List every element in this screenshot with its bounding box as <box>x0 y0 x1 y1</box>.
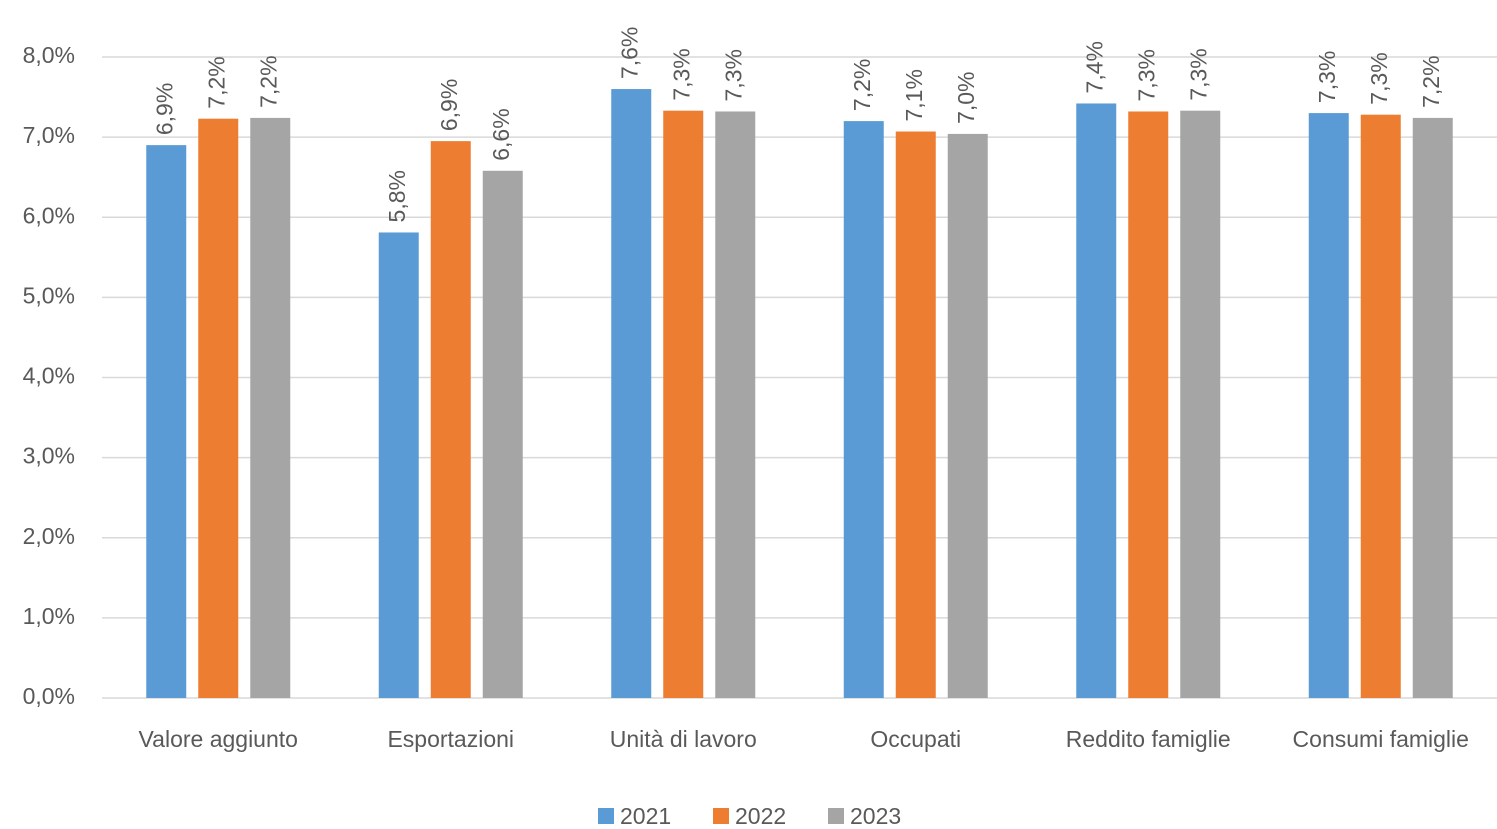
y-tick-label: 5,0% <box>23 282 75 308</box>
data-label: 7,3% <box>1366 52 1392 104</box>
bar <box>430 141 471 699</box>
bar <box>947 133 988 699</box>
data-label: 7,0% <box>953 71 979 123</box>
x-tick-label: Unità di lavoro <box>610 726 757 752</box>
data-label: 6,6% <box>488 108 514 160</box>
x-tick-label: Reddito famiglie <box>1066 726 1231 752</box>
data-label: 7,3% <box>668 48 694 100</box>
x-tick-label: Consumi famiglie <box>1293 726 1469 752</box>
y-tick-label: 7,0% <box>23 122 75 148</box>
data-label: 7,3% <box>720 49 746 101</box>
data-label: 7,2% <box>849 59 875 111</box>
bar <box>715 111 756 699</box>
bar <box>611 89 652 699</box>
x-tick-label: Esportazioni <box>387 726 514 752</box>
data-label: 6,9% <box>436 79 462 131</box>
data-label: 5,8% <box>384 170 410 222</box>
legend-swatch <box>828 808 844 824</box>
data-label: 7,3% <box>1314 51 1340 103</box>
legend-label: 2021 <box>620 803 671 829</box>
data-label: 7,4% <box>1081 41 1107 93</box>
bar <box>482 170 523 699</box>
x-tick-label: Valore aggiunto <box>139 726 298 752</box>
bar <box>250 117 291 698</box>
bar <box>895 131 936 699</box>
bar <box>378 232 419 698</box>
bar <box>843 121 884 699</box>
legend-swatch <box>713 808 729 824</box>
bar <box>1128 111 1169 699</box>
data-label: 7,2% <box>255 55 281 107</box>
data-label: 7,1% <box>901 69 927 121</box>
y-tick-label: 1,0% <box>23 603 75 629</box>
bar <box>146 145 187 698</box>
bar <box>1076 103 1117 698</box>
data-label: 7,3% <box>1185 48 1211 100</box>
x-tick-label: Occupati <box>870 726 961 752</box>
y-tick-label: 6,0% <box>23 202 75 228</box>
legend-swatch <box>598 808 614 824</box>
y-tick-label: 3,0% <box>23 443 75 469</box>
legend-label: 2023 <box>850 803 901 829</box>
data-label: 7,3% <box>1133 49 1159 101</box>
bar <box>1180 110 1221 699</box>
y-tick-label: 0,0% <box>23 683 75 709</box>
data-label: 6,9% <box>151 83 177 135</box>
bar <box>1360 114 1401 698</box>
bar <box>1412 117 1453 698</box>
legend-label: 2022 <box>735 803 786 829</box>
y-tick-label: 2,0% <box>23 523 75 549</box>
data-label: 7,2% <box>203 56 229 108</box>
data-label: 7,2% <box>1418 55 1444 107</box>
data-label: 7,6% <box>616 27 642 79</box>
bar <box>1308 113 1349 698</box>
y-tick-label: 4,0% <box>23 363 75 389</box>
bar <box>198 118 239 699</box>
bar <box>663 110 704 699</box>
y-tick-label: 8,0% <box>23 42 75 68</box>
